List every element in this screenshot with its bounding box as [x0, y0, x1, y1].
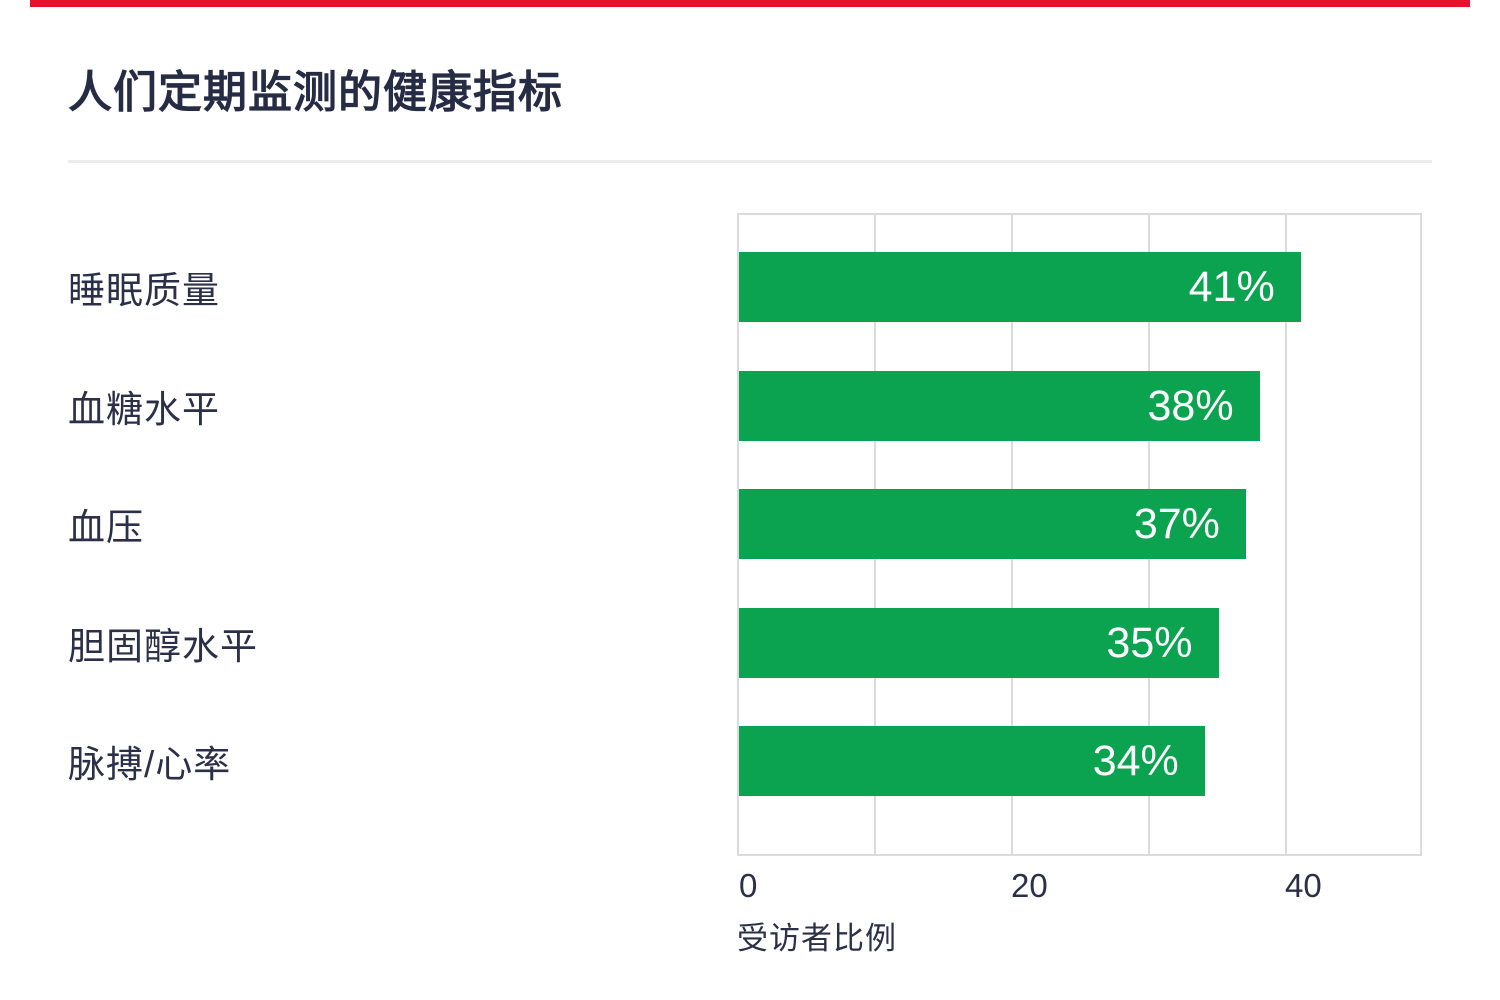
category-label-pulse-heart-rate: 脉搏/心率: [68, 744, 232, 785]
x-axis-tick-40: 40: [1285, 867, 1322, 904]
bar-sleep-quality: 41%: [739, 252, 1301, 322]
x-axis-title: 受访者比例: [737, 921, 897, 956]
category-label-sleep-quality: 睡眠质量: [68, 270, 220, 311]
bar-value-label: 38%: [1147, 381, 1234, 430]
bar-cholesterol: 35%: [739, 608, 1219, 678]
bar-pulse-heart-rate: 34%: [739, 726, 1205, 796]
bar-blood-sugar: 38%: [739, 371, 1260, 441]
bar-value-label: 37%: [1133, 499, 1220, 548]
bar-value-label: 41%: [1188, 262, 1275, 311]
bars-layer: 41% 38% 37% 35% 34%: [737, 213, 1422, 856]
title-divider: [68, 160, 1432, 163]
bar-chart: 41% 38% 37% 35% 34% 睡眠质量 血糖水平 血压 胆固醇水平 脉…: [68, 213, 1432, 973]
page-title: 人们定期监测的健康指标: [68, 68, 563, 117]
bar-value-label: 35%: [1106, 618, 1193, 667]
bar-blood-pressure: 37%: [739, 489, 1246, 559]
x-axis-tick-0: 0: [739, 867, 758, 904]
x-axis-tick-20: 20: [1011, 867, 1048, 904]
top-accent-bar: [30, 0, 1470, 7]
category-label-cholesterol: 胆固醇水平: [68, 626, 258, 667]
category-label-blood-sugar: 血糖水平: [68, 389, 220, 430]
bar-value-label: 34%: [1092, 736, 1179, 785]
category-label-blood-pressure: 血压: [68, 507, 144, 548]
